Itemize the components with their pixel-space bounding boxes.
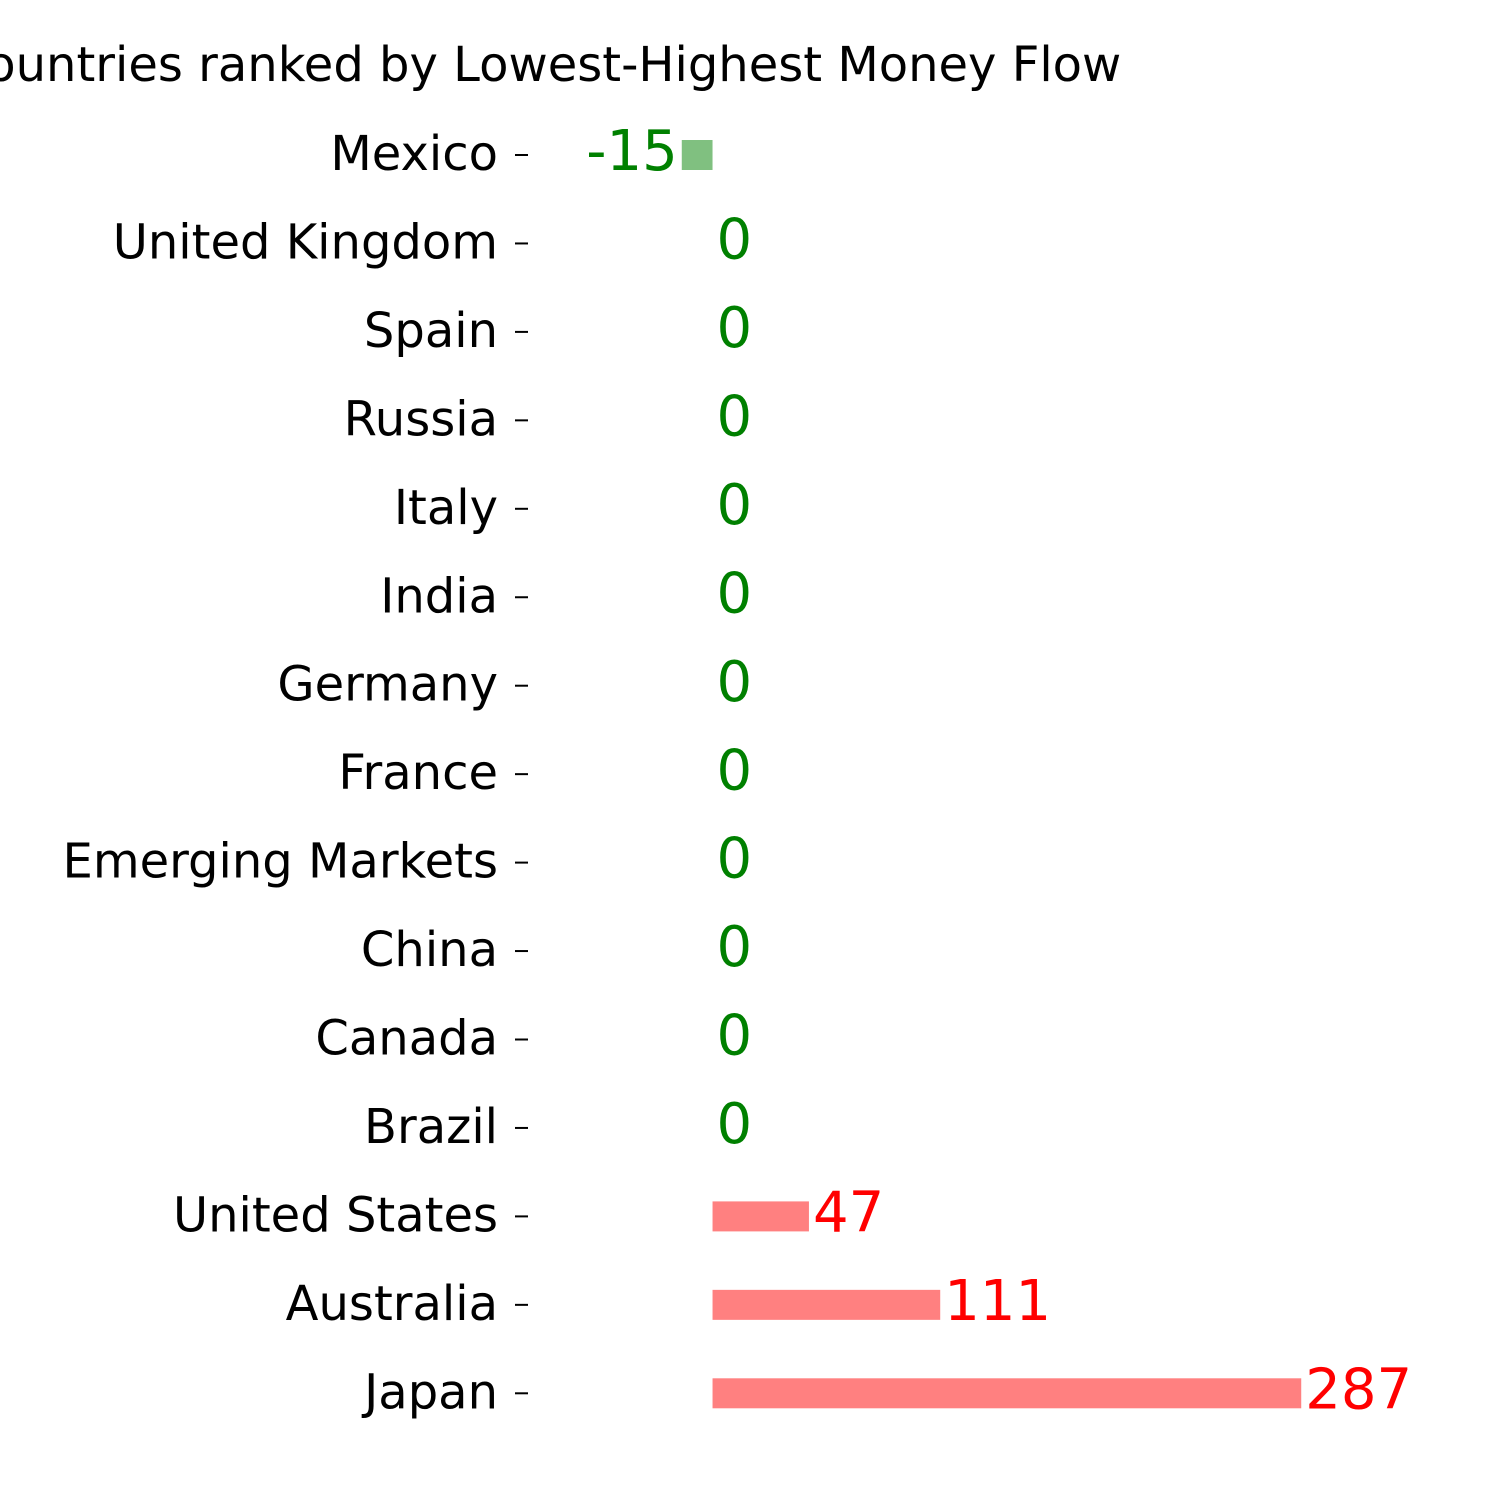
bar <box>681 140 713 170</box>
y-tick-label: India <box>380 568 498 624</box>
y-tick-label: France <box>338 745 498 801</box>
value-label: 0 <box>717 1092 753 1157</box>
value-label: 0 <box>717 473 753 538</box>
y-tick-label: Brazil <box>364 1099 498 1155</box>
value-label: 0 <box>717 561 753 626</box>
y-tick-label: United States <box>173 1187 498 1243</box>
y-tick-label: Italy <box>394 480 498 536</box>
value-label: 0 <box>717 208 753 273</box>
value-label: 287 <box>1305 1357 1412 1422</box>
y-tick-label: Australia <box>286 1276 498 1332</box>
y-tick-label: Japan <box>361 1364 498 1420</box>
bar <box>712 1378 1302 1409</box>
value-label: 0 <box>717 738 753 803</box>
y-tick-label: Germany <box>277 657 498 713</box>
y-tick-label: Mexico <box>330 126 498 182</box>
value-label: 0 <box>717 650 753 715</box>
value-label: 0 <box>717 915 753 980</box>
value-label: 0 <box>717 384 753 449</box>
value-label: 0 <box>717 1004 753 1069</box>
bar <box>712 1289 941 1320</box>
y-tick-label: Spain <box>364 303 498 359</box>
value-label: 0 <box>717 296 753 361</box>
value-label: 0 <box>717 827 753 892</box>
y-tick-label: Russia <box>344 391 498 447</box>
value-label: 47 <box>813 1181 884 1246</box>
y-tick-label: China <box>361 922 498 978</box>
chart-title: Countries ranked by Lowest-Highest Money… <box>0 37 1121 93</box>
bar <box>712 1201 809 1232</box>
value-label: 111 <box>944 1269 1051 1334</box>
value-label: -15 <box>586 119 677 184</box>
y-tick-label: Canada <box>315 1011 498 1067</box>
y-tick-label: United Kingdom <box>113 214 498 270</box>
y-tick-label: Emerging Markets <box>63 834 498 890</box>
